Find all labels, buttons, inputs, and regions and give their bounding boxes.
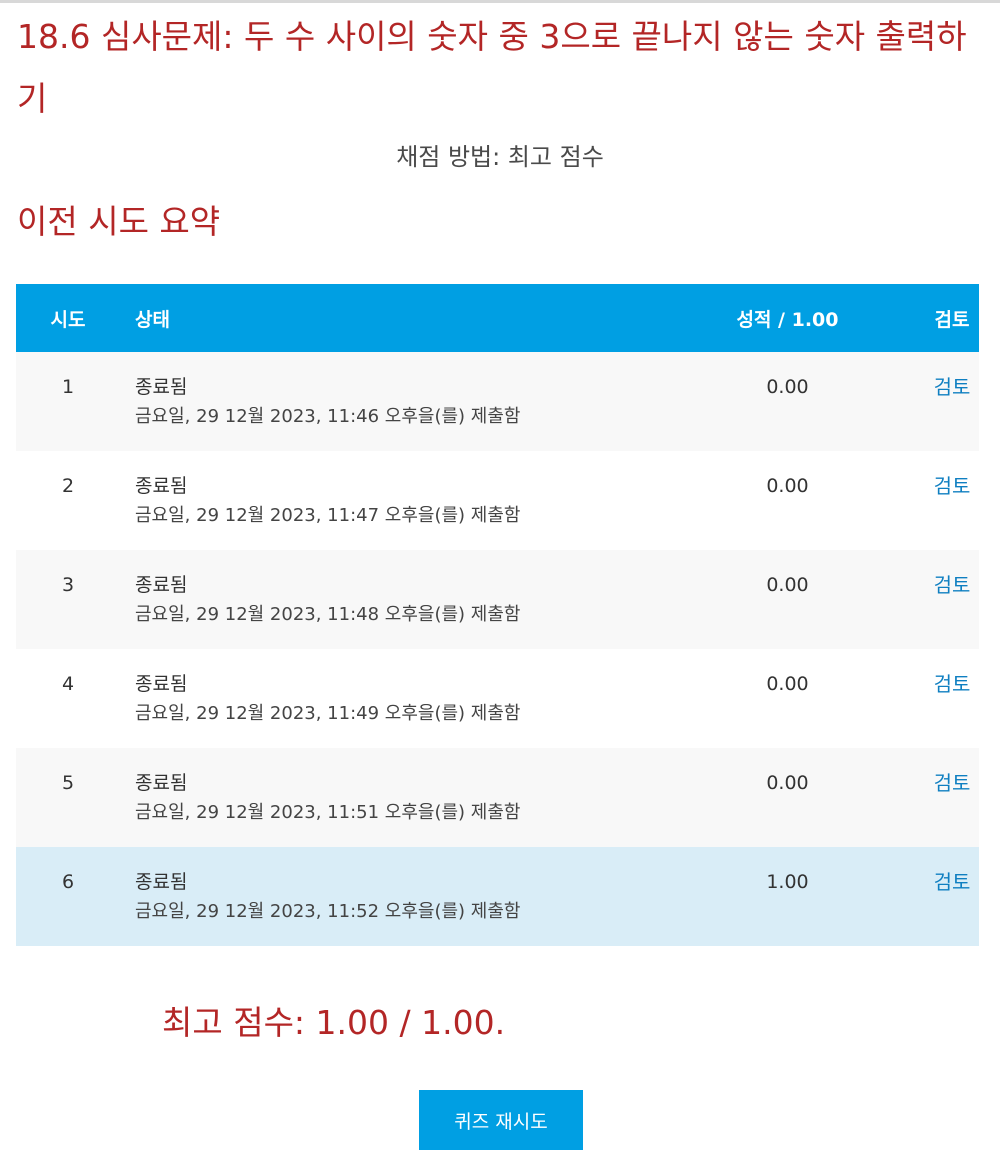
attempt-grade: 0.00	[766, 673, 809, 695]
retake-quiz-button[interactable]: 퀴즈 재시도	[419, 1090, 583, 1150]
column-header-state: 상태	[135, 308, 170, 331]
table-row: 1 종료됨 금요일, 29 12월 2023, 11:46 오후을(를) 제출함…	[16, 352, 979, 451]
table-row: 3 종료됨 금요일, 29 12월 2023, 11:48 오후을(를) 제출함…	[16, 550, 979, 649]
attempt-state-cell: 종료됨 금요일, 29 12월 2023, 11:51 오후을(를) 제출함	[120, 748, 650, 847]
table-row: 5 종료됨 금요일, 29 12월 2023, 11:51 오후을(를) 제출함…	[16, 748, 979, 847]
attempt-state-cell: 종료됨 금요일, 29 12월 2023, 11:47 오후을(를) 제출함	[120, 451, 650, 550]
attempt-number: 6	[61, 871, 75, 893]
attempt-state-cell: 종료됨 금요일, 29 12월 2023, 11:49 오후을(를) 제출함	[120, 649, 650, 748]
attempt-state: 종료됨	[135, 673, 188, 695]
attempt-submitted-time: 금요일, 29 12월 2023, 11:46 오후을(를) 제출함	[135, 406, 521, 427]
review-link[interactable]: 검토	[933, 375, 971, 399]
attempt-submitted-time: 금요일, 29 12월 2023, 11:47 오후을(를) 제출함	[135, 505, 521, 526]
attempt-state: 종료됨	[135, 871, 188, 893]
attempt-state-cell: 종료됨 금요일, 29 12월 2023, 11:46 오후을(를) 제출함	[120, 352, 650, 451]
attempt-submitted-time: 금요일, 29 12월 2023, 11:48 오후을(를) 제출함	[135, 604, 521, 625]
grading-method: 채점 방법: 최고 점수	[396, 143, 604, 171]
attempt-number: 3	[61, 574, 75, 596]
attempt-number: 2	[61, 475, 75, 497]
review-cell: 검토	[925, 352, 979, 451]
review-link[interactable]: 검토	[933, 870, 971, 894]
attempt-grade: 0.00	[766, 376, 809, 398]
attempt-submitted-time: 금요일, 29 12월 2023, 11:49 오후을(를) 제출함	[135, 703, 521, 724]
review-cell: 검토	[925, 451, 979, 550]
attempt-state: 종료됨	[135, 574, 188, 596]
attempt-grade: 0.00	[766, 772, 809, 794]
top-border	[0, 0, 1000, 3]
attempt-submitted-time: 금요일, 29 12월 2023, 11:51 오후을(를) 제출함	[135, 802, 521, 823]
attempt-grade: 0.00	[766, 475, 809, 497]
review-cell: 검토	[925, 847, 979, 946]
table-row: 2 종료됨 금요일, 29 12월 2023, 11:47 오후을(를) 제출함…	[16, 451, 979, 550]
attempt-state: 종료됨	[135, 376, 188, 398]
attempt-state-cell: 종료됨 금요일, 29 12월 2023, 11:48 오후을(를) 제출함	[120, 550, 650, 649]
attempt-grade: 0.00	[766, 574, 809, 596]
attempt-state: 종료됨	[135, 475, 188, 497]
attempt-number: 1	[61, 376, 75, 398]
table-row-best-attempt: 6 종료됨 금요일, 29 12월 2023, 11:52 오후을(를) 제출함…	[16, 847, 979, 946]
attempt-number: 4	[61, 673, 75, 695]
review-link[interactable]: 검토	[933, 474, 971, 498]
review-link[interactable]: 검토	[933, 573, 971, 597]
attempts-table: 시도 상태 성적 / 1.00 검토 1 종료됨 금요일, 29 12월 202…	[16, 284, 979, 946]
review-cell: 검토	[925, 748, 979, 847]
review-cell: 검토	[925, 550, 979, 649]
review-link[interactable]: 검토	[933, 672, 971, 696]
table-header-row: 시도 상태 성적 / 1.00 검토	[16, 284, 979, 352]
column-header-review: 검토	[934, 308, 970, 331]
best-grade-summary: 최고 점수: 1.00 / 1.00.	[162, 1003, 506, 1042]
column-header-attempt: 시도	[50, 308, 86, 331]
attempt-grade: 1.00	[766, 871, 809, 893]
attempt-submitted-time: 금요일, 29 12월 2023, 11:52 오후을(를) 제출함	[135, 901, 521, 922]
table-row: 4 종료됨 금요일, 29 12월 2023, 11:49 오후을(를) 제출함…	[16, 649, 979, 748]
page-title: 18.6 심사문제: 두 수 사이의 숫자 중 3으로 끝나지 않는 숫자 출력…	[17, 17, 967, 118]
attempt-state: 종료됨	[135, 772, 188, 794]
column-header-grade: 성적 / 1.00	[736, 308, 839, 331]
attempts-summary-heading: 이전 시도 요약	[17, 202, 221, 241]
review-link[interactable]: 검토	[933, 771, 971, 795]
attempt-number: 5	[61, 772, 75, 794]
attempt-state-cell: 종료됨 금요일, 29 12월 2023, 11:52 오후을(를) 제출함	[120, 847, 650, 946]
review-cell: 검토	[925, 649, 979, 748]
